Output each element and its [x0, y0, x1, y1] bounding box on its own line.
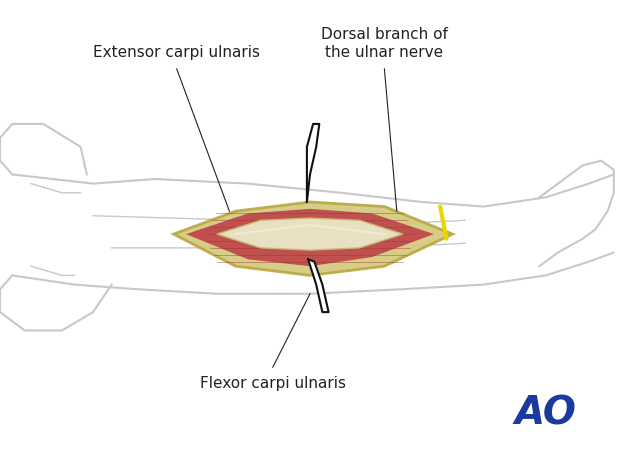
- Text: Flexor carpi ulnaris: Flexor carpi ulnaris: [200, 376, 346, 392]
- Polygon shape: [308, 259, 329, 312]
- Text: Extensor carpi ulnaris: Extensor carpi ulnaris: [93, 45, 260, 60]
- Polygon shape: [217, 218, 403, 250]
- Text: AO: AO: [515, 394, 577, 432]
- Text: Dorsal branch of
the ulnar nerve: Dorsal branch of the ulnar nerve: [321, 27, 448, 60]
- Polygon shape: [307, 124, 319, 202]
- Polygon shape: [186, 209, 434, 266]
- Polygon shape: [174, 202, 453, 275]
